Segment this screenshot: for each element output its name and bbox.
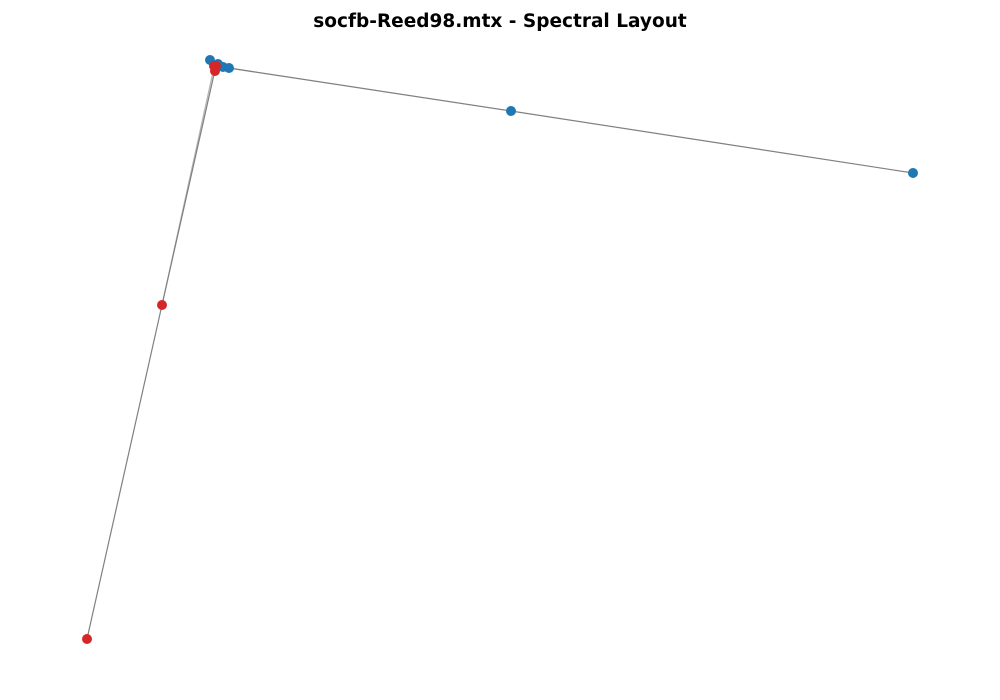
graph-node <box>506 106 516 116</box>
edge-layer <box>86 59 914 640</box>
figure-title: socfb-Reed98.mtx - Spectral Layout <box>313 11 687 32</box>
graph-edge <box>86 304 163 640</box>
graph-node <box>157 300 167 310</box>
graph-node <box>908 168 918 178</box>
graph-edge <box>221 66 512 112</box>
graph-node <box>224 63 234 73</box>
graph-edge <box>161 71 214 306</box>
graph-node <box>82 634 92 644</box>
node-layer <box>82 55 918 644</box>
graph-edge <box>510 110 914 174</box>
graph-node <box>210 66 220 76</box>
